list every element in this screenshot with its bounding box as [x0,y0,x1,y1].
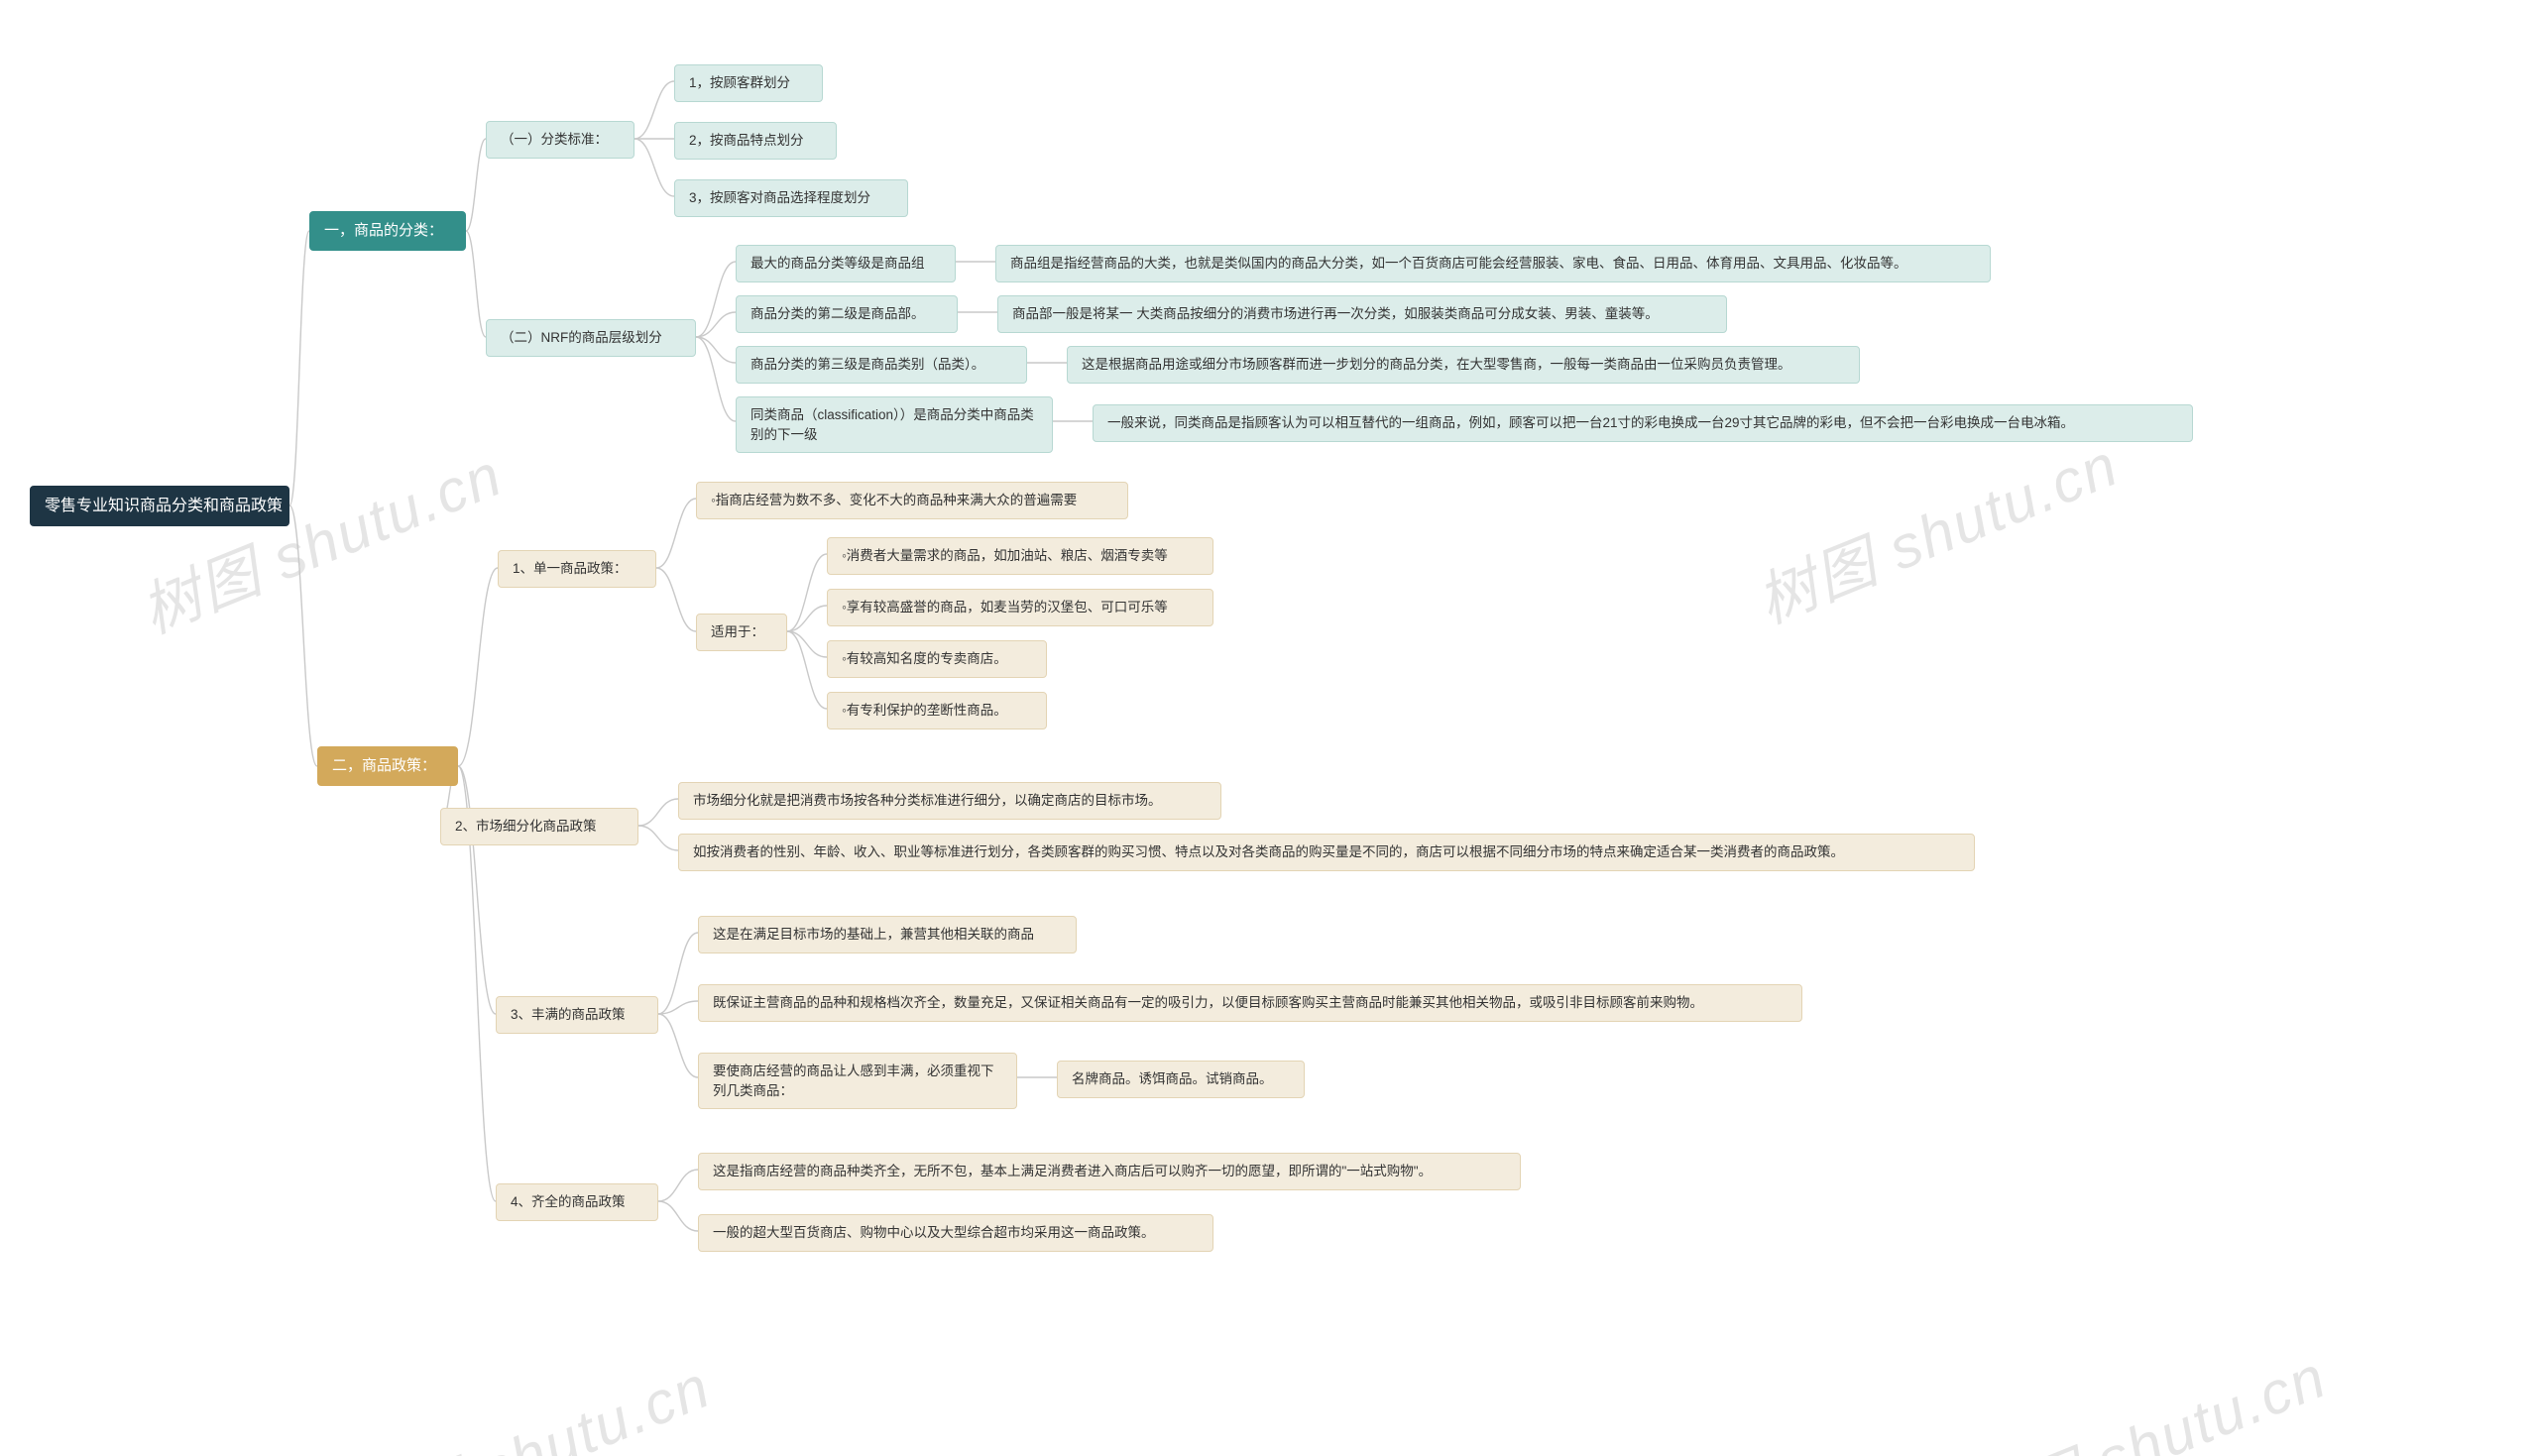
node-label: 4、齐全的商品政策 [511,1192,626,1212]
node-label: 同类商品（classification））是商品分类中商品类别的下一级 [750,405,1038,444]
node-label: ◦有较高知名度的专卖商店。 [842,649,1007,669]
node-label: 既保证主营商品的品种和规格档次齐全，数量充足，又保证相关商品有一定的吸引力，以便… [713,993,1703,1013]
connector [696,262,736,337]
node-label: 二，商品政策： [332,755,436,777]
mindmap-node[interactable]: 一般的超大型百货商店、购物中心以及大型综合超市均采用这一商品政策。 [698,1214,1213,1252]
node-label: 3、丰满的商品政策 [511,1005,626,1025]
mindmap-node[interactable]: ◦有专利保护的垄断性商品。 [827,692,1047,729]
connector [458,766,496,1014]
connector [638,826,678,850]
node-label: 适用于： [711,622,764,642]
node-label: 名牌商品。诱饵商品。试销商品。 [1072,1069,1273,1089]
watermark: 树图 shutu.cn [335,1339,722,1456]
connector [658,1201,698,1231]
mindmap-node[interactable]: （一）分类标准： [486,121,634,159]
mindmap-node[interactable]: 零售专业知识商品分类和商品政策 [30,486,289,526]
connector [658,1170,698,1201]
connector [638,799,678,826]
mindmap-node[interactable]: 商品分类的第二级是商品部。 [736,295,958,333]
node-label: 商品分类的第二级是商品部。 [750,304,925,324]
connector [289,505,317,766]
connector [634,81,674,139]
mindmap-node[interactable]: 4、齐全的商品政策 [496,1183,658,1221]
node-label: 1，按顾客群划分 [689,73,790,93]
mindmap-node[interactable]: 2，按商品特点划分 [674,122,837,160]
mindmap-node[interactable]: 市场细分化就是把消费市场按各种分类标准进行细分，以确定商店的目标市场。 [678,782,1221,820]
connector [658,1014,698,1077]
watermark: 树图 shutu.cn [1743,417,2130,640]
node-label: 这是根据商品用途或细分市场顾客群而进一步划分的商品分类，在大型零售商，一般每一类… [1082,355,1791,375]
connector [466,231,486,337]
connector [787,606,827,631]
mindmap-node[interactable]: （二）NRF的商品层级划分 [486,319,696,357]
node-label: 这是在满足目标市场的基础上，兼营其他相关联的商品 [713,925,1034,945]
node-label: 如按消费者的性别、年龄、收入、职业等标准进行划分，各类顾客群的购买习惯、特点以及… [693,842,1844,862]
mindmap-node[interactable]: 商品分类的第三级是商品类别（品类）。 [736,346,1027,384]
mindmap-node[interactable]: ◦有较高知名度的专卖商店。 [827,640,1047,678]
connector [787,631,827,709]
node-label: ◦有专利保护的垄断性商品。 [842,701,1007,721]
node-label: 商品组是指经营商品的大类，也就是类似国内的商品大分类，如一个百货商店可能会经营服… [1010,254,1907,274]
mindmap-node[interactable]: ◦享有较高盛誉的商品，如麦当劳的汉堡包、可口可乐等 [827,589,1213,626]
node-label: 2、市场细分化商品政策 [455,817,597,837]
mindmap-node[interactable]: 同类商品（classification））是商品分类中商品类别的下一级 [736,396,1053,453]
connector [787,631,827,657]
node-label: ◦消费者大量需求的商品，如加油站、粮店、烟酒专卖等 [842,546,1168,566]
node-label: （二）NRF的商品层级划分 [501,328,662,348]
connector [458,568,498,766]
mindmap-node[interactable]: 要使商店经营的商品让人感到丰满，必须重视下列几类商品： [698,1053,1017,1109]
node-label: 一般来说，同类商品是指顾客认为可以相互替代的一组商品，例如，顾客可以把一台21寸… [1107,413,2074,433]
mindmap-node[interactable]: 商品组是指经营商品的大类，也就是类似国内的商品大分类，如一个百货商店可能会经营服… [995,245,1991,282]
mindmap-node[interactable]: ◦消费者大量需求的商品，如加油站、粮店、烟酒专卖等 [827,537,1213,575]
node-label: ◦享有较高盛誉的商品，如麦当劳的汉堡包、可口可乐等 [842,598,1168,617]
node-label: ◦指商店经营为数不多、变化不大的商品种来满大众的普遍需要 [711,491,1077,510]
node-label: 零售专业知识商品分类和商品政策 [45,495,283,517]
mindmap-node[interactable]: 1，按顾客群划分 [674,64,823,102]
connector [696,337,736,363]
mindmap-canvas: 树图 shutu.cn 树图 shutu.cn 树图 shutu.cn 树图 shut… [0,0,2538,1456]
mindmap-node[interactable]: 既保证主营商品的品种和规格档次齐全，数量充足，又保证相关商品有一定的吸引力，以便… [698,984,1802,1022]
node-label: 这是指商店经营的商品种类齐全，无所不包，基本上满足消费者进入商店后可以购齐一切的… [713,1162,1432,1181]
node-label: 3，按顾客对商品选择程度划分 [689,188,870,208]
node-label: 商品分类的第三级是商品类别（品类）。 [750,355,984,375]
connector [658,933,698,1014]
connector [787,554,827,631]
connector [289,231,309,505]
mindmap-node[interactable]: 一般来说，同类商品是指顾客认为可以相互替代的一组商品，例如，顾客可以把一台21寸… [1093,404,2193,442]
connector [658,1001,698,1014]
node-label: 要使商店经营的商品让人感到丰满，必须重视下列几类商品： [713,1062,1002,1100]
connector [656,499,696,568]
mindmap-node[interactable]: 这是指商店经营的商品种类齐全，无所不包，基本上满足消费者进入商店后可以购齐一切的… [698,1153,1521,1190]
watermark: 树图 shutu.cn [1951,1329,2338,1456]
mindmap-node[interactable]: 如按消费者的性别、年龄、收入、职业等标准进行划分，各类顾客群的购买习惯、特点以及… [678,834,1975,871]
connector [696,312,736,337]
node-label: 最大的商品分类等级是商品组 [750,254,925,274]
node-label: （一）分类标准： [501,130,608,150]
mindmap-node[interactable]: 3，按顾客对商品选择程度划分 [674,179,908,217]
mindmap-node[interactable]: 3、丰满的商品政策 [496,996,658,1034]
mindmap-node[interactable]: 最大的商品分类等级是商品组 [736,245,956,282]
mindmap-node[interactable]: 二，商品政策： [317,746,458,786]
mindmap-node[interactable]: 商品部一般是将某一 大类商品按细分的消费市场进行再一次分类，如服装类商品可分成女… [997,295,1727,333]
node-label: 1、单一商品政策： [513,559,628,579]
mindmap-node[interactable]: 这是根据商品用途或细分市场顾客群而进一步划分的商品分类，在大型零售商，一般每一类… [1067,346,1860,384]
watermark: 树图 shutu.cn [127,427,514,650]
node-label: 2，按商品特点划分 [689,131,804,151]
connector [466,139,486,231]
connector [696,337,736,421]
mindmap-node[interactable]: 适用于： [696,614,787,651]
node-label: 商品部一般是将某一 大类商品按细分的消费市场进行再一次分类，如服装类商品可分成女… [1012,304,1659,324]
node-label: 一般的超大型百货商店、购物中心以及大型综合超市均采用这一商品政策。 [713,1223,1155,1243]
mindmap-node[interactable]: 2、市场细分化商品政策 [440,808,638,845]
mindmap-node[interactable]: 1、单一商品政策： [498,550,656,588]
connector [634,139,674,196]
node-label: 市场细分化就是把消费市场按各种分类标准进行细分，以确定商店的目标市场。 [693,791,1162,811]
mindmap-node[interactable]: 名牌商品。诱饵商品。试销商品。 [1057,1061,1305,1098]
connector [656,568,696,631]
mindmap-node[interactable]: 这是在满足目标市场的基础上，兼营其他相关联的商品 [698,916,1077,953]
mindmap-node[interactable]: 一，商品的分类： [309,211,466,251]
node-label: 一，商品的分类： [324,220,443,242]
mindmap-node[interactable]: ◦指商店经营为数不多、变化不大的商品种来满大众的普遍需要 [696,482,1128,519]
